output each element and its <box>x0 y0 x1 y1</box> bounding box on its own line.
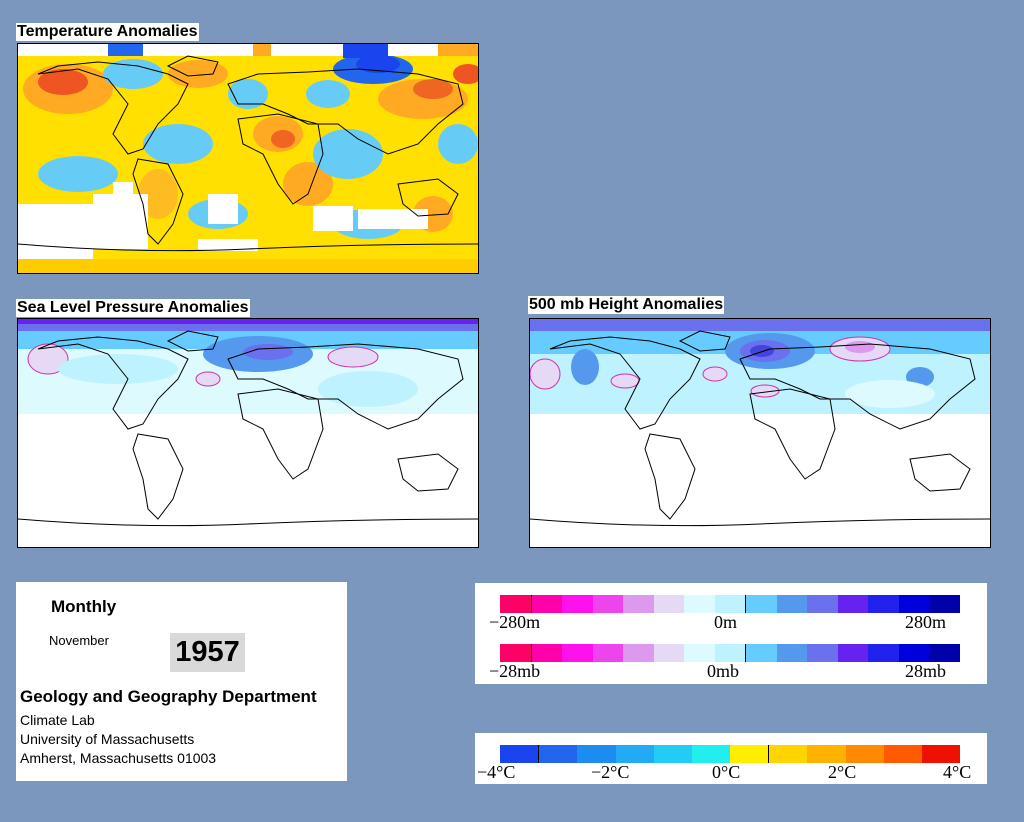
temperature-legend-swatch <box>769 745 808 763</box>
height-legend-swatch <box>531 595 563 613</box>
pressure-legend-swatch <box>623 644 654 662</box>
pressure-legend-swatch <box>746 644 777 662</box>
pressure-legend-swatch <box>837 644 869 662</box>
temp-label-3: 2°C <box>828 762 857 782</box>
pressure-legend-swatch <box>898 644 930 662</box>
year-badge: 1957 <box>170 633 245 672</box>
height-pressure-legend: −280m 0m 280m −28mb 0mb 28mb <box>475 583 987 684</box>
temperature-legend-swatch <box>577 745 616 763</box>
sea-level-pressure-map <box>17 318 479 548</box>
pressure-legend-swatch <box>684 644 715 662</box>
temperature-legend-swatch <box>539 745 578 763</box>
temperature-legend-swatch <box>883 745 922 763</box>
pressure-label-mid: 0mb <box>707 661 740 681</box>
height-legend-swatch <box>684 595 715 613</box>
pressure-legend-swatch <box>807 644 838 662</box>
height-legend-swatch <box>898 595 930 613</box>
info-panel: Monthly November 1957 Geology and Geogra… <box>16 582 347 781</box>
temperature-map-title: Temperature Anomalies <box>16 23 199 41</box>
temp-label-4: 4°C <box>943 762 972 782</box>
month-label: November <box>49 633 109 648</box>
temperature-legend-swatch <box>807 745 846 763</box>
temperature-legend-swatch <box>730 745 770 763</box>
height-legend-swatch <box>807 595 838 613</box>
height-label-mid: 0m <box>714 612 738 632</box>
pressure-legend-swatch <box>776 644 808 662</box>
pressure-legend-swatch <box>714 644 747 662</box>
pressure-legend-swatch <box>592 644 624 662</box>
pressure-legend-swatch <box>868 644 899 662</box>
temp-label-0: −4°C <box>477 762 516 782</box>
pressure-legend-swatch <box>531 644 563 662</box>
temperature-anomaly-map <box>17 43 479 274</box>
temperature-legend-swatch <box>921 745 961 763</box>
department-label: Geology and Geography Department <box>20 687 317 706</box>
temperature-legend-swatch <box>615 745 654 763</box>
temperature-legend: −4°C −2°C 0°C 2°C 4°C <box>475 733 987 784</box>
height-legend-swatch <box>623 595 654 613</box>
height-legend-swatch <box>868 595 899 613</box>
height-legend-swatch <box>714 595 747 613</box>
height-label-max: 280m <box>905 612 947 632</box>
height-500mb-map <box>529 318 991 548</box>
pressure-color-bar <box>500 644 960 662</box>
pressure-legend-swatch <box>929 644 960 662</box>
university-label: University of Massachusetts <box>20 731 195 747</box>
height-legend-swatch <box>592 595 624 613</box>
address-label: Amherst, Massachusetts 01003 <box>20 750 217 766</box>
temperature-legend-swatch <box>845 745 884 763</box>
period-label: Monthly <box>51 597 117 616</box>
height500-map-title: 500 mb Height Anomalies <box>528 296 725 314</box>
height-label-min: −280m <box>489 612 541 632</box>
temp-label-1: −2°C <box>591 762 630 782</box>
temperature-color-bar <box>500 745 961 763</box>
pressure-legend-swatch <box>500 644 532 662</box>
pressure-legend-swatch <box>653 644 685 662</box>
height-legend-swatch <box>776 595 808 613</box>
temp-label-2: 0°C <box>712 762 741 782</box>
temperature-legend-swatch <box>653 745 692 763</box>
pressure-label-max: 28mb <box>905 661 947 681</box>
height-legend-swatch <box>562 595 593 613</box>
pressure-legend-swatch <box>562 644 593 662</box>
height-legend-swatch <box>929 595 960 613</box>
height-color-bar <box>500 595 960 613</box>
slp-map-title: Sea Level Pressure Anomalies <box>16 299 250 317</box>
lab-label: Climate Lab <box>20 712 95 728</box>
height-legend-swatch <box>746 595 777 613</box>
height-legend-swatch <box>500 595 532 613</box>
temperature-legend-swatch <box>691 745 731 763</box>
temperature-legend-swatch <box>500 745 540 763</box>
height-legend-swatch <box>837 595 869 613</box>
pressure-label-min: −28mb <box>489 661 541 681</box>
height-legend-swatch <box>653 595 685 613</box>
